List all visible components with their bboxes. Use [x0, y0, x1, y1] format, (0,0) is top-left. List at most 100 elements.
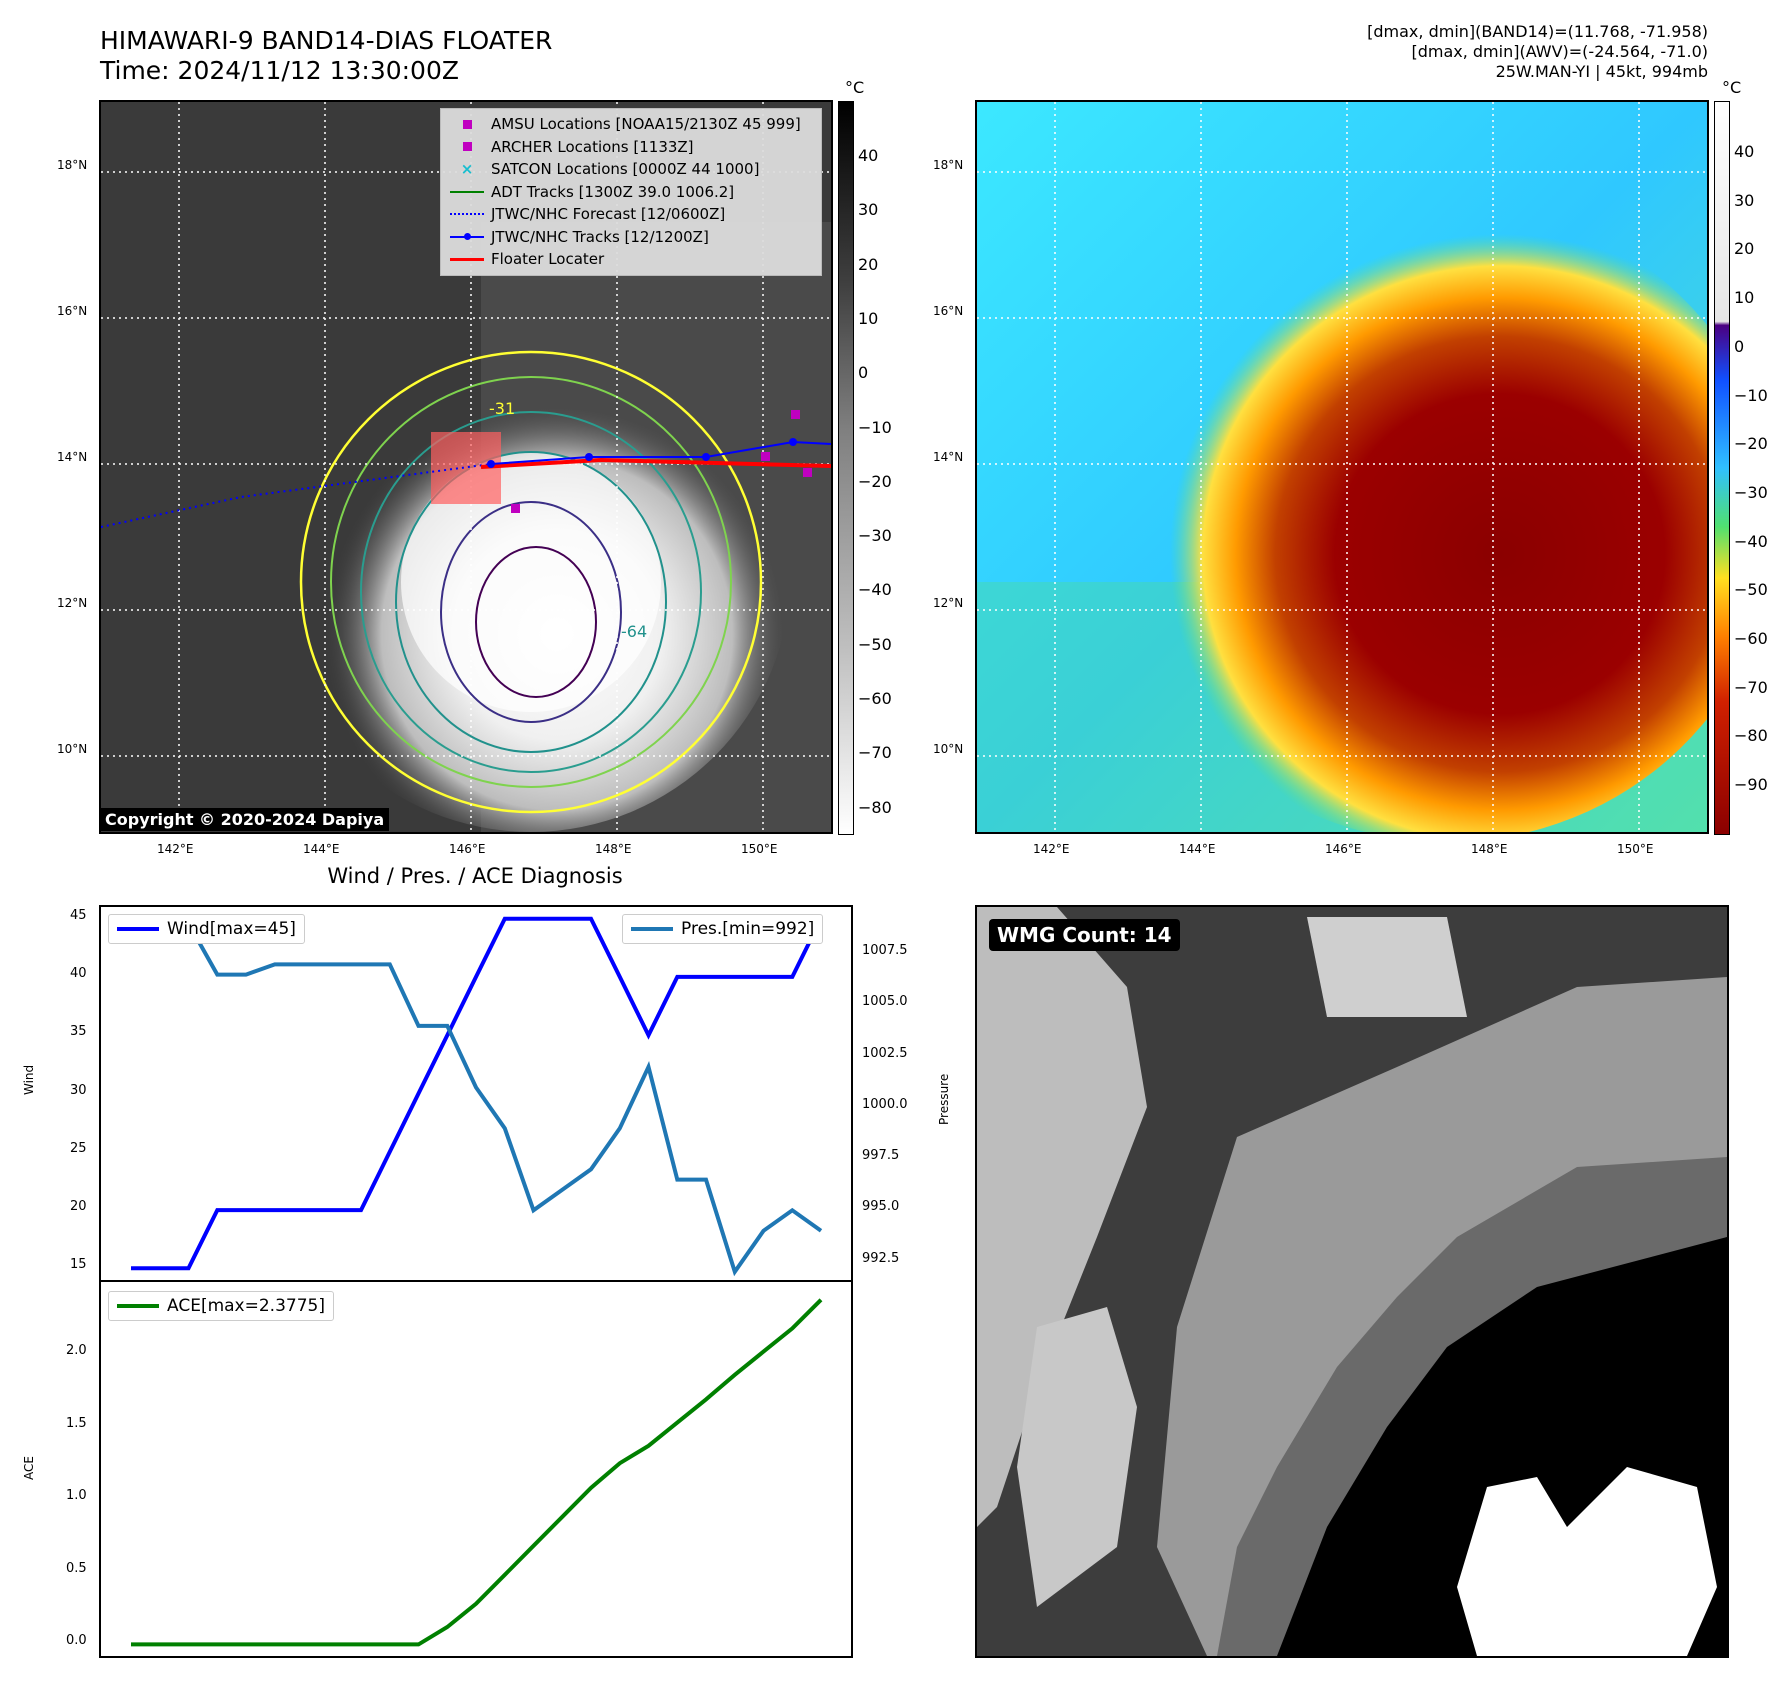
wmg-panel	[975, 905, 1729, 1658]
dotted-line-icon	[450, 213, 484, 216]
awv-lat-label: 12°N	[933, 596, 964, 610]
ir-colorbar-tick: −10	[858, 417, 892, 437]
ir-colorbar-tick: 20	[858, 254, 879, 274]
ir-colorbar-tick: 30	[858, 200, 879, 220]
ir-colorbar-tick: 40	[858, 146, 879, 165]
title-line2: Time: 2024/11/12 13:30:00Z	[100, 56, 459, 85]
ir-colorbar-tick: −20	[858, 471, 892, 491]
wind-tick-label: 45	[70, 907, 87, 923]
awv-colorbar-tick: −80	[1734, 726, 1768, 746]
ir-map-image: -31 -64	[101, 102, 831, 832]
ir-colorbar-tick: −50	[858, 634, 892, 654]
ir-colorbar-tick: −40	[858, 580, 892, 600]
wind-tick-label: 25	[70, 1140, 87, 1156]
ir-colorbar-tick: 10	[858, 308, 879, 328]
awv-colorbar-tick: 0	[1734, 336, 1745, 356]
info-line1: [dmax, dmin](BAND14)=(11.768, -71.958)	[1367, 22, 1708, 41]
contour-label-64: -64	[621, 622, 647, 641]
awv-lat-label: 10°N	[933, 742, 964, 756]
awv-map-image	[977, 102, 1707, 832]
wmg-image	[977, 907, 1727, 1656]
pressure-tick-label: 995.0	[862, 1199, 900, 1215]
wind-pressure-chart	[131, 916, 823, 1277]
info-line3: 25W.MAN-YI | 45kt, 994mb	[1495, 62, 1708, 81]
pressure-tick-label: 1005.0	[862, 994, 908, 1010]
pressure-tick-label: 1007.5	[862, 943, 908, 959]
ace-tick-label: 1.5	[66, 1415, 87, 1431]
legend-item-jtwc: JTWC/NHC Tracks [12/1200Z]	[449, 226, 813, 249]
pressure-swatch	[631, 927, 673, 931]
map-grid	[977, 102, 1707, 832]
ir-lat-label: 16°N	[57, 304, 88, 318]
square-icon	[462, 119, 472, 129]
awv-colorbar-tick: −60	[1734, 629, 1768, 648]
pressure-tick-label: 1002.5	[862, 1045, 908, 1061]
ace-tick-label: 0.0	[66, 1633, 87, 1649]
wind-series-line	[131, 916, 823, 1271]
awv-colorbar	[1714, 101, 1730, 835]
ace-axis-label: ACE	[22, 1456, 36, 1480]
legend-item-amsu: AMSU Locations [NOAA15/2130Z 45 999]	[449, 113, 813, 136]
ace-panel	[99, 1280, 853, 1658]
title-line1: HIMAWARI-9 BAND14-DIAS FLOATER	[100, 26, 553, 55]
ir-lon-label: 146°E	[449, 842, 486, 856]
awv-lon-label: 146°E	[1325, 842, 1362, 856]
pressure-axis-label: Pressure	[937, 1073, 951, 1125]
pressure-tick-label: 997.5	[862, 1148, 900, 1164]
awv-colorbar-tick: −20	[1734, 434, 1768, 454]
legend-item-floater: Floater Locater	[449, 248, 813, 271]
ace-series-line	[131, 1298, 823, 1647]
pressure-tick-label: 1000.0	[862, 1096, 908, 1112]
wind-tick-label: 30	[70, 1082, 87, 1098]
awv-map-panel	[975, 100, 1709, 834]
wind-tick-label: 40	[70, 965, 87, 981]
awv-lon-label: 150°E	[1617, 842, 1654, 856]
fix-markers	[511, 410, 812, 513]
ace-tick-label: 2.0	[66, 1343, 87, 1359]
ir-colorbar-tick: −70	[858, 743, 892, 763]
ir-colorbar-tick: −30	[858, 526, 892, 546]
awv-lat-label: 14°N	[933, 450, 964, 464]
wind-swatch	[117, 927, 159, 931]
pressure-series-line	[131, 921, 823, 1277]
ir-lat-label: 10°N	[57, 742, 88, 756]
ace-chart	[131, 1298, 823, 1647]
ir-lon-label: 148°E	[595, 842, 632, 856]
ir-lat-label: 12°N	[57, 596, 88, 610]
square-icon	[462, 142, 472, 152]
storm-info: [dmax, dmin](BAND14)=(11.768, -71.958) […	[1367, 22, 1708, 82]
wmg-count-badge: WMG Count: 14	[989, 919, 1180, 951]
line-icon	[450, 190, 484, 193]
info-line2: [dmax, dmin](AWV)=(-24.564, -71.0)	[1411, 42, 1708, 61]
wind-tick-label: 20	[70, 1199, 87, 1215]
legend-item-archer: ARCHER Locations [1133Z]	[449, 136, 813, 159]
pressure-legend: Pres.[min=992]	[622, 914, 824, 944]
legend-item-satcon: × SATCON Locations [0000Z 44 1000]	[449, 158, 813, 181]
ace-tick-label: 1.0	[66, 1488, 87, 1504]
x-marker-icon: ×	[460, 160, 474, 179]
awv-colorbar-tick: −90	[1734, 775, 1768, 795]
awv-colorbar-tick: −50	[1734, 580, 1768, 600]
ir-lon-label: 150°E	[741, 842, 778, 856]
floater-track	[480, 457, 831, 469]
ir-map-panel: -31 -64	[99, 100, 833, 834]
awv-lat-label: 16°N	[933, 304, 964, 318]
ace-swatch	[117, 1304, 159, 1308]
contour-label-31: -31	[489, 399, 515, 418]
awv-colorbar-tick: −30	[1734, 482, 1768, 502]
ace-legend: ACE[max=2.3775]	[108, 1291, 334, 1321]
wind-pressure-panel	[99, 905, 853, 1282]
legend-item-forecast: JTWC/NHC Forecast [12/0600Z]	[449, 203, 813, 226]
wind-axis-label: Wind	[22, 1064, 36, 1095]
ir-lat-label: 18°N	[57, 158, 88, 172]
ir-colorbar-tick: 0	[858, 363, 869, 383]
ir-map-legend: AMSU Locations [NOAA15/2130Z 45 999] ARC…	[440, 108, 822, 276]
diagnosis-title: Wind / Pres. / ACE Diagnosis	[327, 864, 623, 888]
awv-colorbar-tick: 40	[1734, 142, 1755, 161]
awv-colorbar-tick: 10	[1734, 288, 1755, 308]
ir-lon-label: 144°E	[303, 842, 340, 856]
wind-tick-label: 35	[70, 1024, 87, 1040]
awv-colorbar-tick: −40	[1734, 531, 1768, 551]
awv-lon-label: 142°E	[1033, 842, 1070, 856]
ir-colorbar-tick: −60	[858, 689, 892, 708]
